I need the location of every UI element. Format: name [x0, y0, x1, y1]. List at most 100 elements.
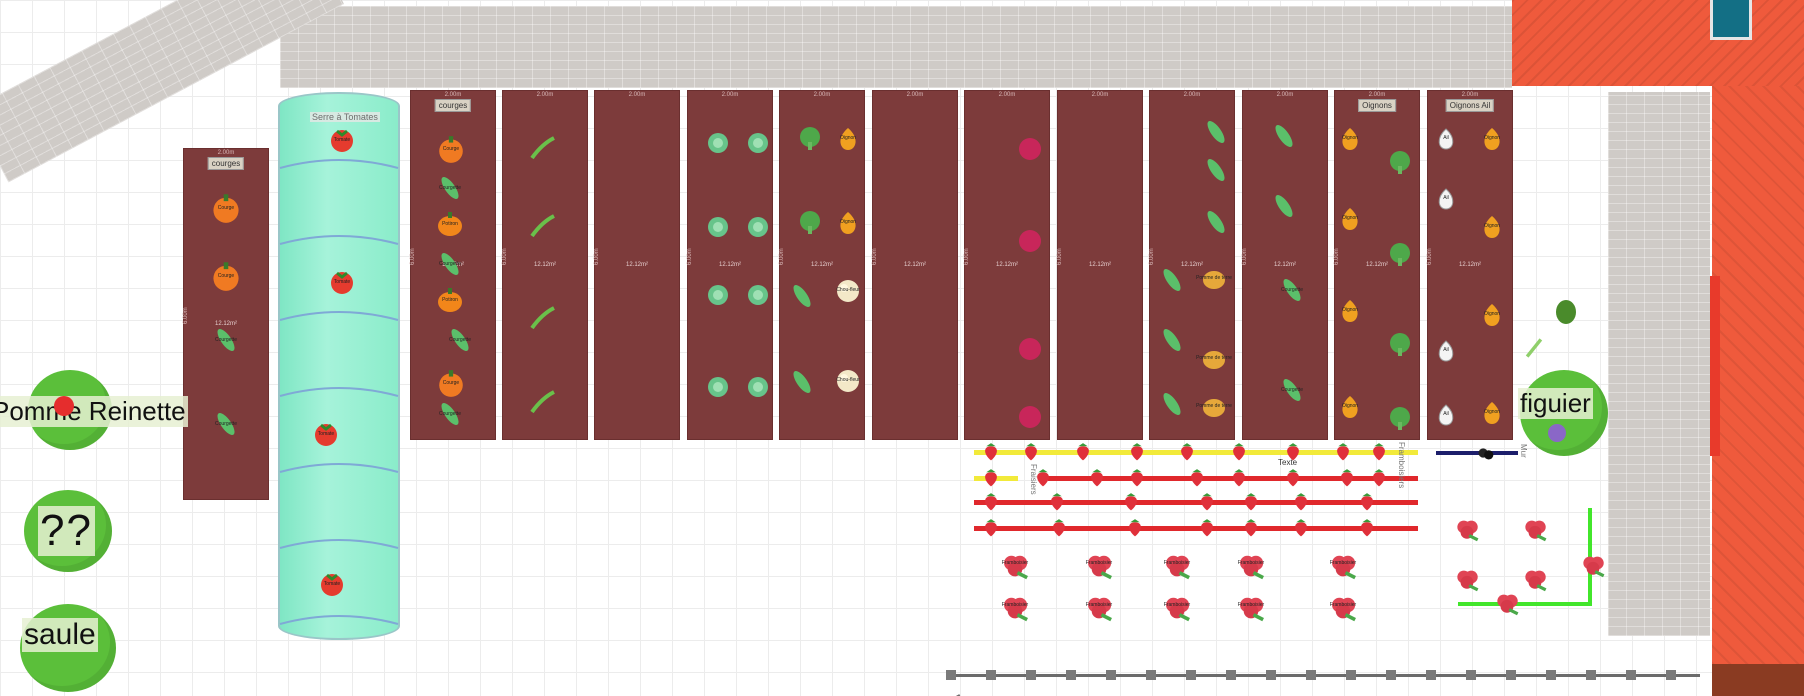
bed-10[interactable]: 2.00m 12.12m² 6.00m — [1149, 90, 1235, 440]
fraise-icon[interactable] — [1072, 440, 1094, 462]
haricot-icon[interactable] — [528, 388, 556, 416]
pdt-icon[interactable]: Pomme de terre — [1196, 264, 1232, 292]
fraise-icon[interactable] — [1176, 440, 1198, 462]
pdt-icon[interactable]: Pomme de terre — [1196, 392, 1232, 420]
salade-icon[interactable] — [704, 280, 732, 308]
brocoli-icon[interactable] — [1386, 240, 1414, 268]
house-wall-bottom[interactable] — [1712, 664, 1804, 696]
trellis-green-h[interactable] — [1458, 602, 1590, 606]
framboise-icon[interactable] — [1520, 562, 1550, 592]
courgette-icon[interactable] — [1202, 208, 1230, 236]
bed-3[interactable]: 2.00m 12.12m² 6.00m — [502, 90, 588, 440]
fraise-icon[interactable] — [1126, 440, 1148, 462]
fraise-icon[interactable] — [1124, 516, 1146, 538]
haricot-icon[interactable] — [528, 212, 556, 240]
framboise-icon[interactable] — [1452, 562, 1482, 592]
trellis-yellow[interactable] — [974, 450, 1418, 455]
courgette-icon[interactable] — [1158, 326, 1186, 354]
courgette-icon[interactable]: Courgette — [212, 326, 240, 354]
oignon-icon[interactable]: Oignon — [1478, 212, 1506, 240]
trellis-red-2[interactable] — [974, 500, 1418, 505]
trellis-red-1[interactable] — [1048, 476, 1418, 481]
fraise-icon[interactable] — [1282, 440, 1304, 462]
courgette-icon[interactable] — [1158, 390, 1186, 418]
fraise-icon[interactable] — [1126, 466, 1148, 488]
fraise-icon[interactable] — [1356, 490, 1378, 512]
house-roof-right[interactable] — [1712, 86, 1804, 664]
salade-icon[interactable] — [704, 128, 732, 156]
bed-7[interactable]: 2.00m 12.12m² 6.00m — [872, 90, 958, 440]
ail-icon[interactable]: Ail — [1432, 124, 1460, 152]
betterave-icon[interactable] — [1016, 402, 1044, 430]
fraise-icon[interactable] — [1048, 516, 1070, 538]
brocoli-icon[interactable] — [796, 124, 824, 152]
fraise-icon[interactable] — [980, 490, 1002, 512]
salade-icon[interactable] — [704, 372, 732, 400]
bed-13[interactable]: 2.00m Oignons Ail 12.12m² 6.00m — [1427, 90, 1513, 440]
oignon-icon[interactable]: Oignon — [1478, 300, 1506, 328]
fraise-icon[interactable] — [1046, 490, 1068, 512]
salade-icon[interactable] — [704, 212, 732, 240]
courgette-icon[interactable] — [1270, 122, 1298, 150]
tomate-icon[interactable]: Tomate — [328, 126, 356, 154]
courgette-icon[interactable] — [788, 368, 816, 396]
framboise-icon[interactable]: Framboisier — [998, 546, 1032, 580]
courge-icon[interactable]: Courge — [436, 134, 466, 164]
pdt-icon[interactable]: Pomme de terre — [1196, 344, 1232, 372]
trellis-navy[interactable] — [1436, 451, 1518, 455]
courgette-icon[interactable] — [1158, 266, 1186, 294]
oignon-icon[interactable]: Oignon — [1336, 296, 1364, 324]
fraise-icon[interactable] — [980, 466, 1002, 488]
bed-4[interactable]: 2.00m 12.12m² 6.00m — [594, 90, 680, 440]
fraise-icon[interactable] — [1336, 466, 1358, 488]
poireau-icon[interactable] — [1522, 336, 1546, 360]
fraise-icon[interactable] — [1240, 490, 1262, 512]
trellis-red-3[interactable] — [974, 526, 1418, 531]
courgette-icon[interactable]: Courgette — [436, 174, 464, 202]
framboise-icon[interactable] — [1578, 548, 1608, 578]
fraise-icon[interactable] — [980, 516, 1002, 538]
courge-icon[interactable]: Courge — [210, 260, 242, 292]
ail-icon[interactable]: Ail — [1432, 400, 1460, 428]
courgette-icon[interactable]: Courgette — [446, 326, 474, 354]
tomate-icon[interactable]: Tomate — [312, 420, 340, 448]
fraise-icon[interactable] — [1228, 466, 1250, 488]
framboise-icon[interactable]: Framboisier — [1160, 588, 1194, 622]
brocoli-icon[interactable] — [1386, 148, 1414, 176]
salade-icon[interactable] — [744, 128, 772, 156]
fraise-icon[interactable] — [1282, 466, 1304, 488]
betterave-icon[interactable] — [1016, 334, 1044, 362]
oignon-icon[interactable]: Oignon — [1478, 398, 1506, 426]
fraise-icon[interactable] — [1196, 490, 1218, 512]
framboise-icon[interactable]: Framboisier — [1160, 546, 1194, 580]
courgette-icon[interactable]: Courgette — [436, 400, 464, 428]
oignon-icon[interactable]: Oignon — [1336, 392, 1364, 420]
framboise-icon[interactable]: Framboisier — [1234, 588, 1268, 622]
fraise-icon[interactable] — [1368, 466, 1390, 488]
framboise-icon[interactable]: Framboisier — [1326, 588, 1360, 622]
framboise-icon[interactable] — [1492, 586, 1522, 616]
paved-path-top[interactable] — [280, 6, 1512, 88]
ail-icon[interactable]: Ail — [1432, 336, 1460, 364]
brocoli-icon[interactable] — [1386, 404, 1414, 432]
courgette-icon[interactable] — [1270, 192, 1298, 220]
house-window[interactable] — [1710, 0, 1752, 40]
courgette-icon[interactable]: Courgette — [1278, 276, 1306, 304]
annotation-mur[interactable]: Mur — [1519, 444, 1528, 458]
fraise-icon[interactable] — [1290, 516, 1312, 538]
cassis-icon[interactable] — [1472, 440, 1498, 466]
tomate-icon[interactable]: Tomate — [328, 268, 356, 296]
brocoli-icon[interactable] — [1386, 330, 1414, 358]
fraise-icon[interactable] — [1032, 466, 1054, 488]
courgette-icon[interactable]: Courgette — [1278, 376, 1306, 404]
fraise-icon[interactable] — [1196, 516, 1218, 538]
fence[interactable] — [946, 674, 1700, 677]
haricot-icon[interactable] — [528, 134, 556, 162]
courgette-icon[interactable] — [788, 282, 816, 310]
framboise-icon[interactable]: Framboisier — [1326, 546, 1360, 580]
oignon-icon[interactable]: Oignon — [1478, 124, 1506, 152]
framboise-icon[interactable]: Framboisier — [1082, 588, 1116, 622]
haricot-icon[interactable] — [528, 304, 556, 332]
oignon-icon[interactable]: Oignon — [1336, 204, 1364, 232]
fraise-icon[interactable] — [1120, 490, 1142, 512]
